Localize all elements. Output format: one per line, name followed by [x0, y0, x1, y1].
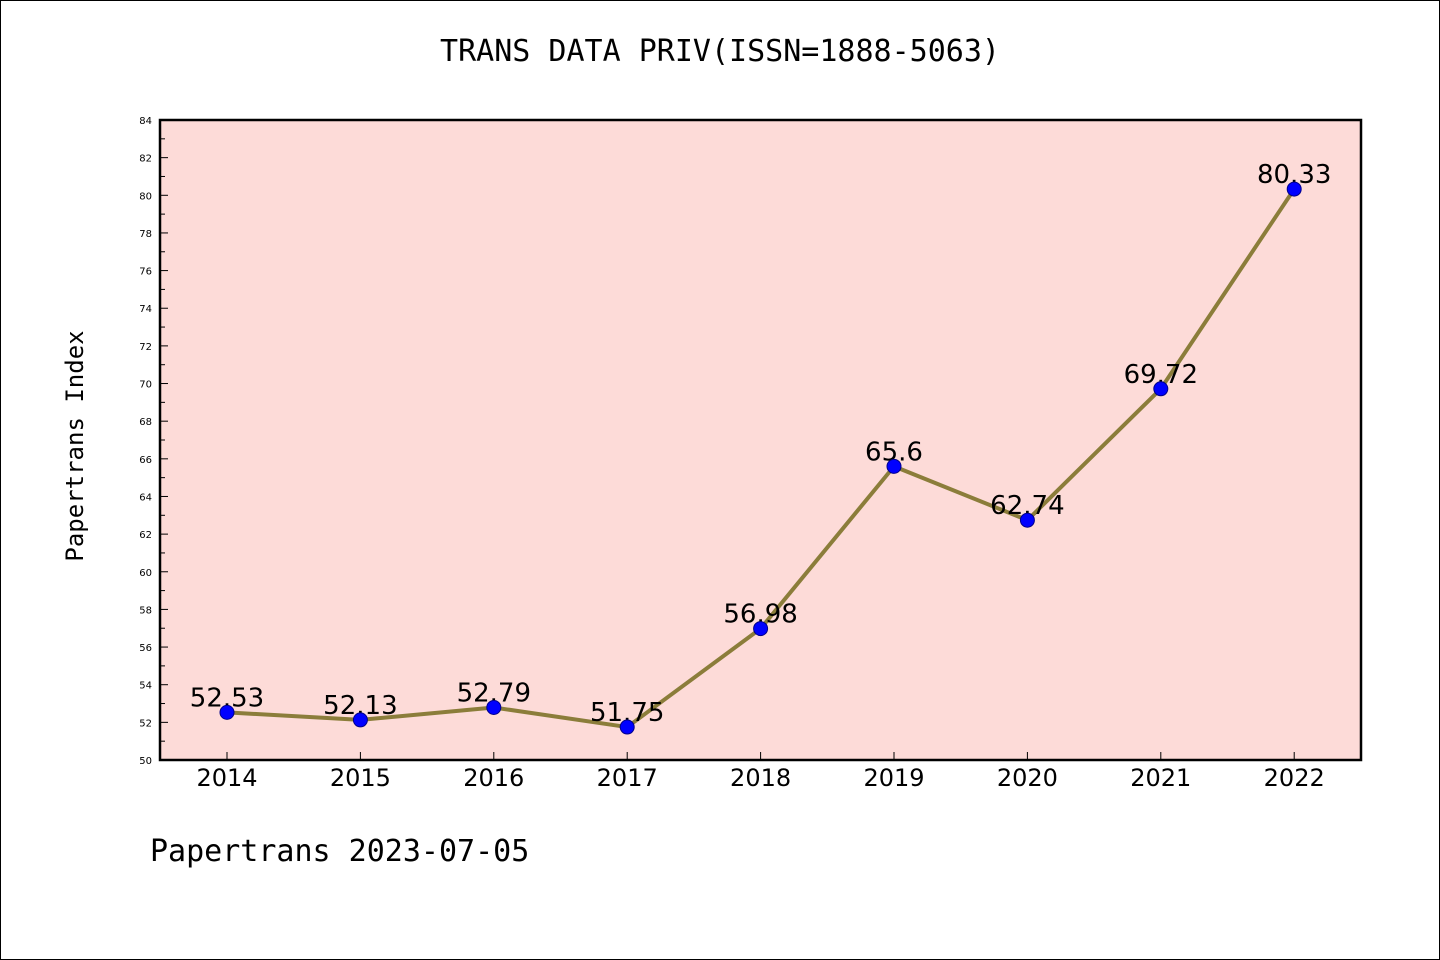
data-point — [753, 621, 769, 637]
x-tick-label: 2016 — [463, 764, 524, 792]
x-tick-label: 2021 — [1130, 764, 1191, 792]
y-tick-label: 70 — [139, 380, 152, 391]
x-tick-label: 2015 — [330, 764, 391, 792]
y-tick-label: 60 — [139, 568, 152, 579]
y-tick-label: 68 — [139, 417, 152, 428]
y-tick-label: 72 — [139, 342, 152, 353]
chart-title: TRANS DATA PRIV(ISSN=1888-5063) — [440, 34, 1000, 69]
y-tick-label: 58 — [139, 605, 152, 616]
y-tick-label: 52 — [139, 718, 152, 729]
y-tick-label: 54 — [139, 681, 152, 692]
data-point — [486, 699, 502, 715]
y-tick-label: 76 — [139, 267, 152, 278]
x-tick-label: 2020 — [997, 764, 1058, 792]
y-tick-label: 84 — [139, 116, 152, 127]
data-point — [886, 458, 902, 474]
data-point — [1286, 181, 1302, 197]
x-tick-label: 2022 — [1264, 764, 1325, 792]
y-tick-label: 80 — [139, 191, 152, 202]
x-tick-label: 2019 — [863, 764, 924, 792]
y-tick-label: 74 — [139, 304, 152, 315]
y-tick-label: 82 — [139, 154, 152, 165]
data-point — [352, 712, 368, 728]
y-tick-label: 64 — [139, 492, 152, 503]
y-tick-label: 50 — [139, 756, 152, 767]
data-point — [219, 704, 235, 720]
x-tick-label: 2018 — [730, 764, 791, 792]
data-point — [619, 719, 635, 735]
data-point — [1153, 381, 1169, 397]
plot-frame — [158, 118, 1363, 762]
y-tick-label: 78 — [139, 229, 152, 240]
data-point — [1019, 512, 1035, 528]
y-tick-label: 66 — [139, 455, 152, 466]
y-tick-label: 62 — [139, 530, 152, 541]
plot-area — [160, 120, 1361, 760]
y-tick-label: 56 — [139, 643, 152, 654]
footer-text: Papertrans 2023-07-05 — [150, 834, 530, 869]
x-tick-label: 2017 — [597, 764, 658, 792]
x-tick-label: 2014 — [196, 764, 257, 792]
